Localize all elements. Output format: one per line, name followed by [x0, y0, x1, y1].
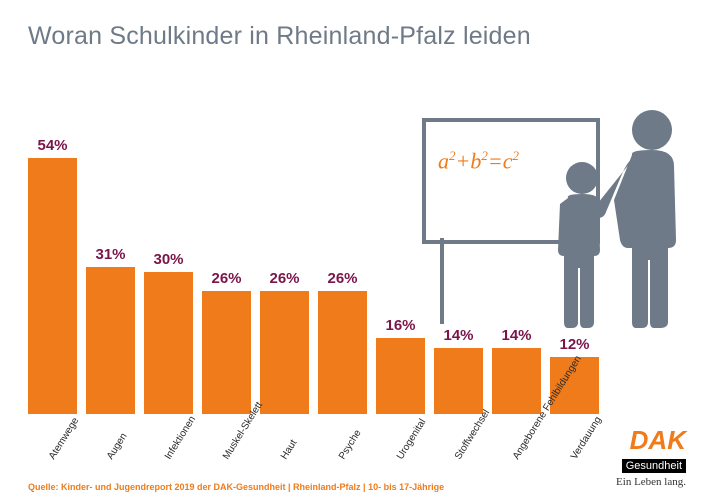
bar-value: 14% — [501, 327, 531, 344]
bar-rect — [434, 348, 483, 414]
bar-rect — [86, 267, 135, 414]
chart-title: Woran Schulkinder in Rheinland-Pfalz lei… — [28, 22, 531, 51]
bar-rect — [318, 291, 367, 414]
bar-rect — [492, 348, 541, 414]
bar-rect — [202, 291, 251, 414]
bar-value: 14% — [443, 327, 473, 344]
bar-value: 30% — [153, 251, 183, 268]
bar-value: 54% — [37, 137, 67, 154]
bar-chart: 54% 31% 30% 26% 26% 26% 16% 14% 14% 12% — [28, 137, 599, 414]
bar-value: 26% — [211, 270, 241, 287]
bar-0: 54% — [28, 137, 77, 414]
bar-label: Atemwege — [47, 414, 82, 461]
bar-value: 31% — [95, 246, 125, 263]
logo-under: Gesundheit — [622, 459, 686, 473]
bar-label: Stoffwechsel — [453, 414, 488, 461]
bar-2: 30% — [144, 251, 193, 414]
bar-3: 26% — [202, 270, 251, 414]
logo-script: Ein Leben lang. — [616, 476, 686, 488]
bar-label: Augen — [105, 414, 140, 461]
bar-label: Muskel-Skelett — [221, 414, 256, 461]
logo: DAK Gesundheit Ein Leben lang. — [616, 425, 686, 488]
bar-5: 26% — [318, 270, 367, 414]
source-text: Quelle: Kinder- und Jugendreport 2019 de… — [28, 482, 444, 492]
bar-rect — [260, 291, 309, 414]
bar-value: 26% — [327, 270, 357, 287]
bar-label: Psyche — [337, 414, 372, 461]
bar-value: 12% — [559, 336, 589, 353]
bar-label: Angeborene Fehlbildungen — [511, 414, 546, 461]
bar-8: 14% — [492, 327, 541, 414]
bar-label: Urogenital — [395, 414, 430, 461]
bar-value: 16% — [385, 317, 415, 334]
bar-4: 26% — [260, 270, 309, 414]
bar-7: 14% — [434, 327, 483, 414]
category-labels: AtemwegeAugenInfektionenMuskel-SkelettHa… — [28, 459, 599, 470]
bar-label: Haut — [279, 414, 314, 461]
bar-6: 16% — [376, 317, 425, 414]
bar-rect — [376, 338, 425, 414]
bar-1: 31% — [86, 246, 135, 414]
bar-label: Verdauung — [569, 414, 604, 461]
bar-9: 12% — [550, 336, 599, 414]
bar-label: Infektionen — [163, 414, 198, 461]
logo-main: DAK — [616, 425, 686, 456]
bar-value: 26% — [269, 270, 299, 287]
bar-rect — [144, 272, 193, 414]
bar-rect — [28, 158, 77, 414]
